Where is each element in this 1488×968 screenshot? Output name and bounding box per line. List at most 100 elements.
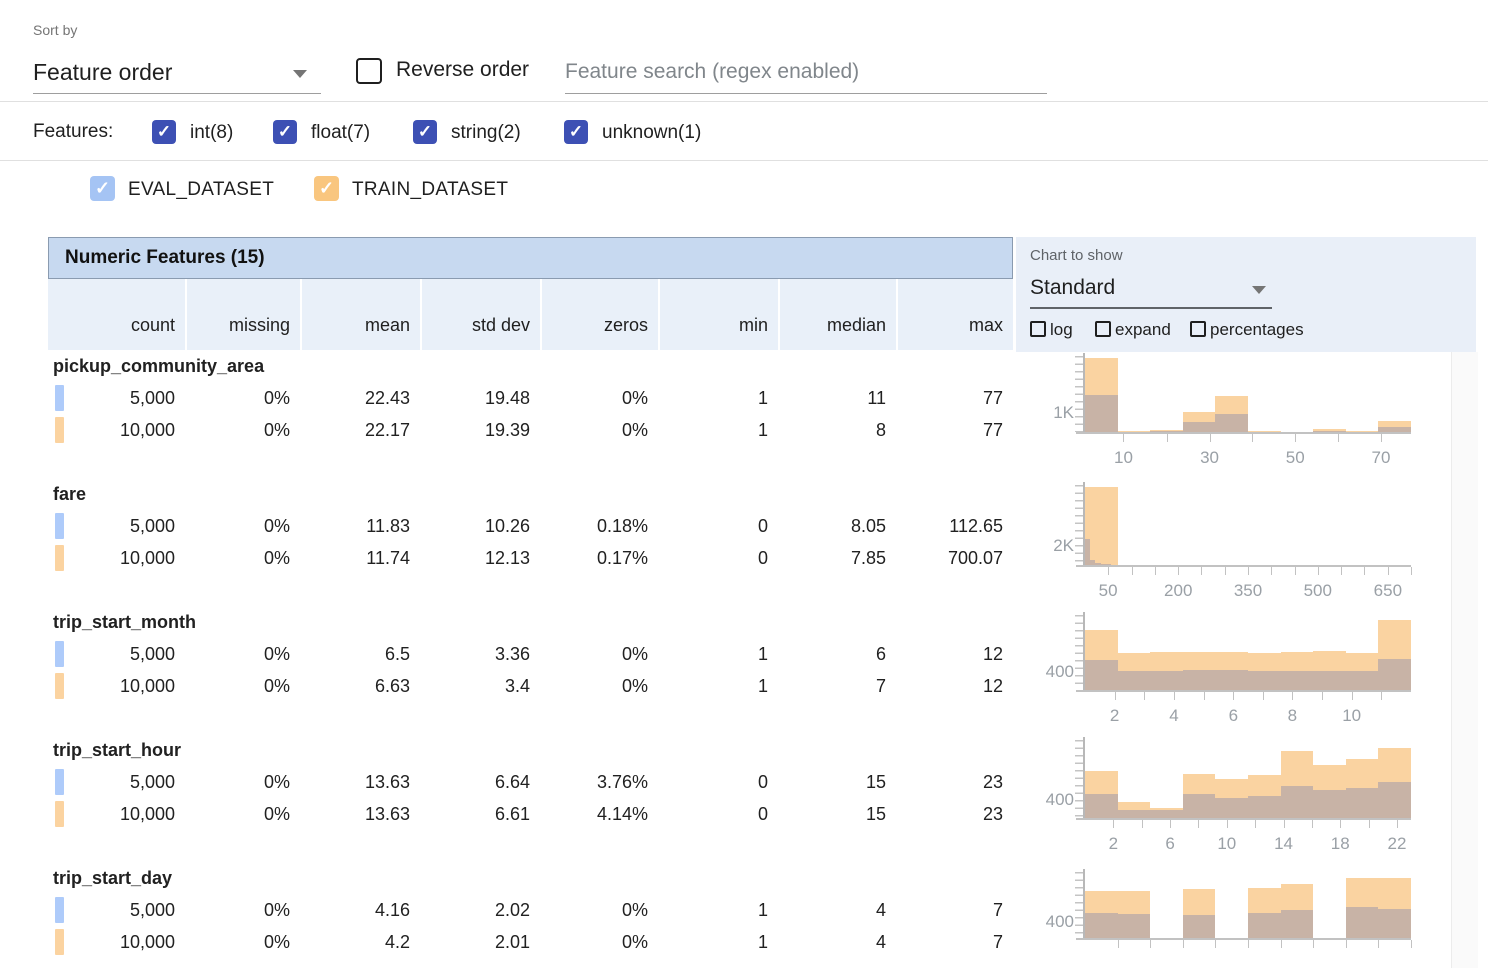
eval-overlap-bar	[1215, 797, 1248, 818]
stat-cell-mean: 6.63	[374, 676, 410, 696]
chart-option-checkbox-expand[interactable]	[1095, 321, 1111, 337]
search-input[interactable]	[565, 50, 1047, 93]
x-axis-tick	[1224, 567, 1226, 575]
eval-overlap-bar	[1100, 564, 1112, 565]
stat-cell-missing: 0%	[263, 644, 290, 664]
train-bar	[1345, 431, 1379, 432]
column-header-missing: missing	[185, 279, 300, 350]
plot-area	[1085, 356, 1411, 432]
scrollbar-track[interactable]	[1451, 352, 1478, 968]
train-swatch	[55, 929, 64, 955]
chart-type-dropdown[interactable]: Standard	[1030, 269, 1272, 309]
feature-search-field	[565, 50, 1047, 94]
dataset-label: EVAL_DATASET	[128, 179, 275, 200]
stat-cell-count: 5,000	[129, 388, 175, 408]
stat-cell-std-dev: 12.13	[484, 548, 530, 568]
eval-overlap-bar	[1095, 562, 1101, 565]
eval-overlap-bar	[1182, 915, 1216, 938]
type-filter-checkbox-float[interactable]: ✓	[273, 120, 297, 144]
eval-swatch	[55, 897, 64, 923]
y-axis-minor-ticks	[1075, 615, 1083, 690]
x-axis-tick	[1351, 692, 1353, 700]
x-axis-tick	[1340, 820, 1342, 828]
eval-overlap-bar	[1085, 394, 1118, 432]
x-axis-tick-label: 14	[1274, 834, 1293, 853]
features-filter-label: Features:	[33, 121, 114, 142]
eval-overlap-bar	[1117, 671, 1151, 690]
type-filter-checkbox-unknown[interactable]: ✓	[564, 120, 588, 144]
reverse-order-checkbox[interactable]	[356, 58, 382, 84]
type-filter-checkbox-string[interactable]: ✓	[413, 120, 437, 144]
x-axis-tick-label: 50	[1098, 581, 1118, 600]
x-axis-tick-label: 6	[1165, 834, 1175, 853]
x-axis-tick	[1178, 567, 1180, 575]
stat-cell-max: 112.65	[949, 516, 1003, 536]
stats-row-train: 10,000 0% 13.63 6.61 4.14% 0 15 23	[48, 798, 1013, 830]
stat-cell-zeros: 3.76%	[596, 772, 648, 792]
y-axis-label: 1K	[1053, 403, 1074, 422]
eval-overlap-bar	[1090, 560, 1096, 565]
x-axis-tick-label: 10	[1113, 448, 1133, 467]
eval-overlap-bar	[1345, 671, 1379, 690]
x-axis-tick	[1295, 434, 1297, 442]
x-axis-tick-label: 10	[1217, 834, 1237, 853]
x-axis-tick	[1364, 567, 1366, 575]
eval-swatch	[55, 385, 64, 411]
x-axis-tick	[1411, 940, 1412, 948]
stats-column-header-row: count missing mean std dev zeros min median max	[48, 279, 1013, 350]
plot-area	[1085, 872, 1411, 938]
train-bar	[1313, 428, 1346, 432]
x-axis-tick	[1203, 692, 1205, 700]
check-icon: ✓	[277, 122, 293, 141]
histogram-trip_start_day: 400	[1032, 869, 1452, 968]
chart-option-checkbox-log[interactable]	[1030, 321, 1046, 337]
column-header-mean: mean	[300, 279, 420, 350]
x-axis-tick	[1226, 820, 1228, 828]
dataset-checkbox-eval_dataset[interactable]: ✓	[90, 176, 115, 201]
eval-overlap-bar	[1150, 810, 1183, 818]
chart-option-checkbox-percentages[interactable]	[1190, 321, 1206, 337]
stat-cell-zeros: 0%	[621, 676, 648, 696]
x-axis-tick-label: 500	[1303, 581, 1332, 600]
stat-cell-missing: 0%	[263, 548, 290, 568]
x-axis-tick	[1154, 567, 1156, 575]
stat-cell-std-dev: 6.64	[494, 772, 530, 792]
stat-cell-mean: 11.83	[366, 516, 410, 536]
eval-swatch	[55, 641, 64, 667]
feature-block-pickup_community_area: pickup_community_area 5,000 0% 22.43 19.48 0%…	[48, 353, 1013, 446]
x-axis-tick-label: 10	[1342, 706, 1362, 725]
stat-cell-max: 700.07	[947, 548, 1003, 568]
stat-cell-max: 23	[982, 804, 1003, 824]
x-axis-tick-label: 4	[1169, 706, 1179, 725]
sort-by-label: Sort by	[33, 22, 78, 38]
train-swatch	[55, 417, 64, 443]
stat-cell-mean: 13.63	[364, 772, 410, 792]
y-axis-minor-ticks	[1075, 872, 1083, 938]
stat-cell-std-dev: 10.26	[484, 516, 530, 536]
stat-cell-max: 12	[982, 644, 1003, 664]
train-bar	[1085, 486, 1118, 565]
train-swatch	[55, 801, 64, 827]
histogram-trip_start_month: 400 2 4 6 8 10	[1032, 612, 1452, 726]
stat-cell-min: 0	[757, 548, 768, 568]
chart-to-show-panel: Chart to show Standard log expand percenta…	[1016, 237, 1476, 352]
eval-overlap-bar	[1085, 538, 1091, 565]
stat-cell-count: 10,000	[119, 676, 175, 696]
stat-cell-zeros: 0.17%	[596, 548, 648, 568]
sort-order-dropdown[interactable]: Feature order	[33, 52, 321, 94]
stat-cell-median: 11	[867, 388, 886, 408]
stat-cell-min: 0	[757, 772, 768, 792]
x-axis-tick	[1144, 692, 1146, 700]
dataset-checkbox-train_dataset[interactable]: ✓	[314, 176, 339, 201]
divider	[0, 101, 1488, 102]
feature-name: pickup_community_area	[53, 356, 265, 376]
y-axis-line	[1083, 869, 1085, 938]
x-axis-tick	[1341, 567, 1343, 575]
stat-cell-mean: 13.63	[364, 804, 410, 824]
stat-cell-count: 10,000	[119, 548, 175, 568]
x-axis-tick-label: 8	[1287, 706, 1298, 725]
stat-cell-zeros: 0%	[621, 388, 648, 408]
type-filter-checkbox-int[interactable]: ✓	[152, 120, 176, 144]
stats-row-eval: 5,000 0% 11.83 10.26 0.18% 0 8.05 112.65	[48, 510, 1013, 542]
